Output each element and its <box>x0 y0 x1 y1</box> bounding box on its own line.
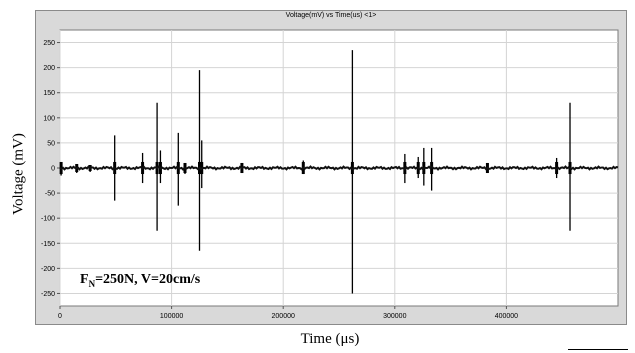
chart-title: Voltage(mV) vs Time(us) <1> <box>285 12 377 19</box>
y-tick-label: -50 <box>45 191 55 198</box>
condition-annotation: FN=250N, V=20cm/s <box>80 272 200 289</box>
x-axis-label: Time (μs) <box>300 331 360 347</box>
y-tick-label: -250 <box>41 291 55 298</box>
x-tick-label: 200000 <box>272 313 295 320</box>
scale-bar <box>568 349 628 350</box>
y-tick-labels: 250 200 150 100 50 0 -50 -100 -150 -200 -250 <box>41 40 60 298</box>
y-tick-label: -150 <box>41 241 55 248</box>
y-tick-label: 100 <box>43 115 55 122</box>
annotation-symbol: F <box>80 272 89 287</box>
annotation-text: =250N, V=20cm/s <box>95 272 201 287</box>
y-tick-label: 250 <box>43 40 55 47</box>
signal-baseline <box>59 165 619 171</box>
y-tick-label: 0 <box>51 166 55 173</box>
x-tick-label: 100000 <box>160 313 183 320</box>
x-tick-label: 400000 <box>495 313 518 320</box>
x-tick-label: 0 <box>58 313 62 320</box>
x-tick-labels: 0 100000 200000 300000 400000 <box>58 306 518 320</box>
y-tick-label: 50 <box>47 140 55 147</box>
y-tick-label: 200 <box>43 65 55 72</box>
y-tick-label: -100 <box>41 216 55 223</box>
y-axis-label: Voltage (mV) <box>10 133 27 215</box>
x-tick-label: 300000 <box>383 313 406 320</box>
y-tick-label: -200 <box>41 266 55 273</box>
annotation-subscript: N <box>88 278 96 289</box>
y-tick-label: 150 <box>43 90 55 97</box>
